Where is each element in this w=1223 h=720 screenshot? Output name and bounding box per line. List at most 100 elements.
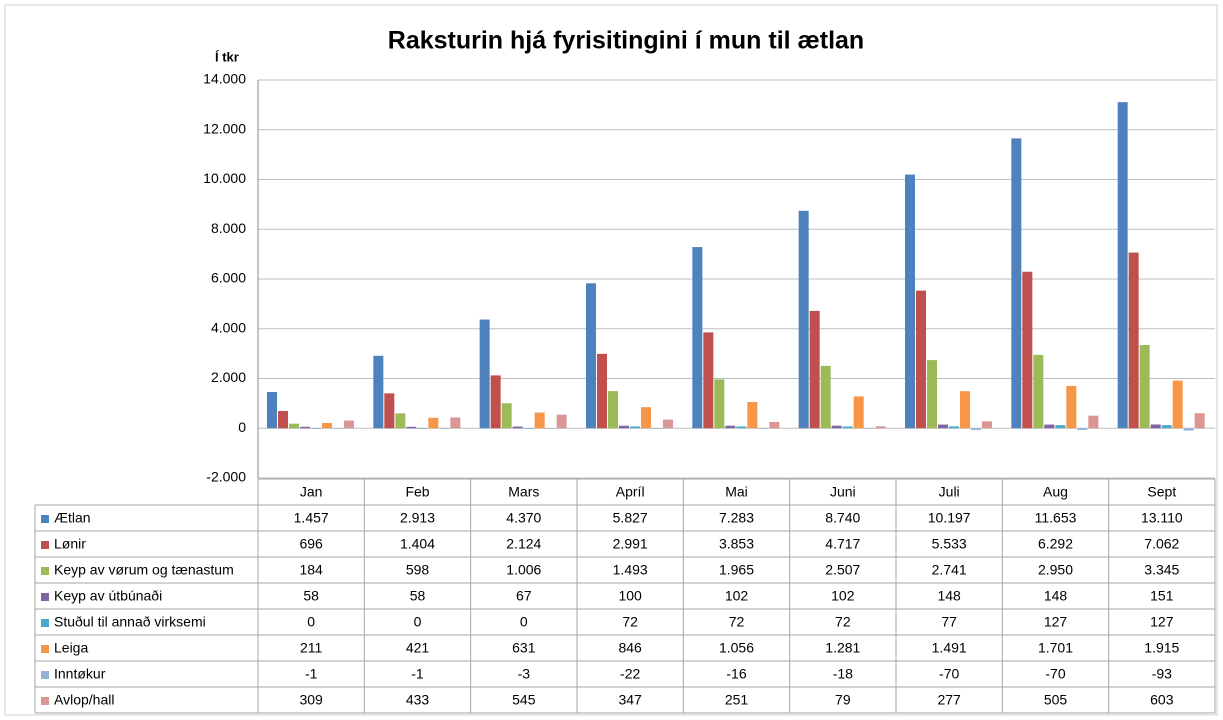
x-tick-label: Juli [939, 484, 960, 500]
bar [586, 283, 596, 429]
legend-key [41, 515, 49, 523]
legend-label: Keyp av vørum og tænastum [54, 562, 234, 578]
bar [949, 426, 959, 429]
y-tick-label: -2.000 [206, 469, 246, 485]
x-tick-label: Aug [1043, 484, 1068, 500]
table-cell: -18 [833, 666, 853, 682]
table-cell: 846 [618, 640, 642, 656]
legend-label: Lønir [54, 536, 86, 552]
bar [1117, 102, 1128, 429]
legend-key [41, 619, 49, 627]
table-cell: 421 [406, 640, 430, 656]
table-cell: 151 [1150, 588, 1174, 604]
table-cell: 598 [406, 562, 430, 578]
table-cell: -1 [411, 666, 424, 682]
table-cell: 1.701 [1038, 640, 1073, 656]
bar [1139, 345, 1150, 429]
table-cell: 1.965 [719, 562, 754, 578]
table-cell: 5.533 [932, 536, 967, 552]
table-cell: 1.493 [613, 562, 648, 578]
table-cell: 67 [516, 588, 532, 604]
table-cell: 184 [299, 562, 323, 578]
bar [384, 393, 395, 429]
bar [905, 174, 915, 429]
y-tick-label: 10.000 [203, 170, 246, 186]
table-cell: 2.124 [506, 536, 541, 552]
bar [747, 401, 758, 429]
table-cell: 127 [1150, 614, 1174, 630]
table-cell: 433 [406, 692, 430, 708]
bar [853, 396, 864, 429]
table-cell: 7.062 [1144, 536, 1179, 552]
x-tick-label: Apríl [616, 484, 645, 500]
x-tick-label: Mai [725, 484, 748, 500]
table-cell: 277 [937, 692, 961, 708]
table-cell: 72 [729, 614, 745, 630]
bar [417, 428, 428, 429]
bar [619, 425, 629, 429]
table-cell: 603 [1150, 692, 1174, 708]
table-cell: 0 [414, 614, 422, 630]
bar [875, 426, 886, 429]
legend-label: Stuðul til annað virksemi [54, 614, 206, 630]
bar [406, 426, 417, 429]
bar [736, 426, 747, 429]
y-tick-label: 6.000 [211, 270, 246, 286]
bar [523, 428, 534, 429]
bar [501, 403, 512, 429]
table-cell: 11.653 [1035, 510, 1077, 526]
table-cell: 100 [618, 588, 642, 604]
table-cell: 77 [941, 614, 957, 630]
bar [769, 422, 780, 429]
legend-key [41, 697, 49, 705]
table-cell: 3.345 [1144, 562, 1179, 578]
table-cell: 631 [512, 640, 536, 656]
y-tick-label: 12.000 [203, 120, 246, 136]
bar [1128, 252, 1139, 429]
x-tick-label: Sept [1147, 484, 1176, 500]
y-tick-label: 2.000 [211, 369, 246, 385]
bar [333, 428, 343, 429]
legend-key [41, 671, 49, 679]
table-cell: 10.197 [928, 510, 971, 526]
table-cell: -16 [726, 666, 746, 682]
table-cell: 1.457 [294, 510, 329, 526]
table-cell: -1 [305, 666, 318, 682]
table-cell: 1.915 [1144, 640, 1179, 656]
legend-key [41, 645, 49, 653]
legend-label: Ætlan [54, 510, 91, 526]
bar [597, 353, 607, 429]
table-cell: 4.717 [825, 536, 860, 552]
table-cell: 211 [300, 640, 323, 656]
bar [982, 421, 992, 429]
table-cell: 148 [1044, 588, 1068, 604]
table-cell: 58 [303, 588, 319, 604]
bar [1055, 425, 1066, 429]
bar [927, 360, 937, 429]
table-cell: 58 [410, 588, 426, 604]
bar [428, 417, 439, 429]
x-tick-label: Feb [405, 484, 429, 500]
bar [1150, 424, 1161, 429]
y-tick-label: 4.000 [211, 319, 246, 335]
table-cell: 1.006 [506, 562, 541, 578]
table-cell: 1.281 [825, 640, 860, 656]
legend-label: Leiga [54, 640, 88, 656]
table-cell: 127 [1044, 614, 1068, 630]
table-cell: 4.370 [506, 510, 541, 526]
table-cell: 8.740 [825, 510, 860, 526]
y-tick-label: 8.000 [211, 220, 246, 236]
bar [663, 419, 673, 429]
table-cell: 505 [1044, 692, 1068, 708]
table-cell: 0 [520, 614, 528, 630]
table-cell: 1.056 [719, 640, 754, 656]
bar [725, 425, 736, 429]
legend-label: Keyp av útbúnaði [54, 588, 162, 604]
table-cell: 72 [622, 614, 638, 630]
bar [439, 428, 450, 429]
table-cell: 5.827 [613, 510, 648, 526]
y-tick-label: 0 [238, 419, 246, 435]
table-cell: 309 [299, 692, 323, 708]
bar [1011, 138, 1022, 429]
